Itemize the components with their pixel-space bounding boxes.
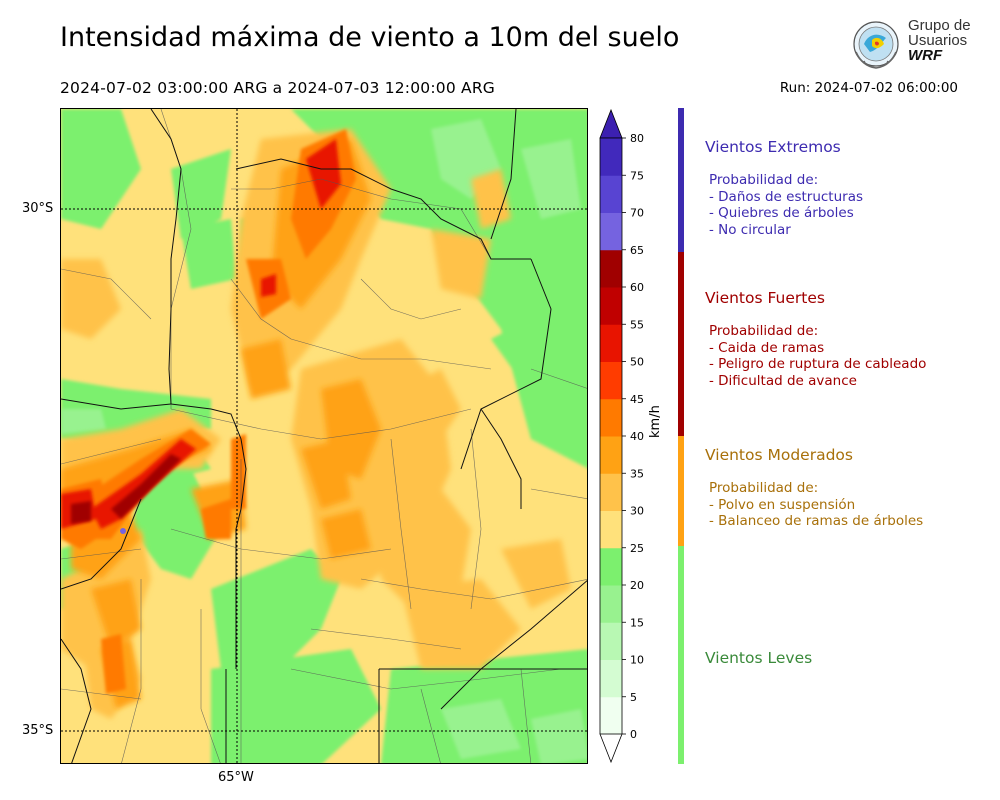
colorbar-scale: 0 5 10 15 20 25 30 35 40 45 50 55 60 65 70 75 80 [599,108,644,764]
colorbar-segment [600,398,622,437]
colorbar-segment [600,287,622,325]
colorbar-tick-label: 50 [630,356,644,369]
colorbar-tick-label: 25 [630,542,644,555]
colorbar-tick-label: 60 [630,281,644,294]
legend-bar-strong [678,252,684,436]
run-timestamp: Run: 2024-07-02 06:00:00 [779,80,958,96]
lat-label-35s: 35°S [22,723,54,738]
category-title: Vientos Extremos [705,138,841,156]
colorbar-tick-label: 35 [630,467,644,480]
category-title: Vientos Leves [705,649,813,667]
colorbar-segment [600,547,622,586]
colorbar-segment [600,510,622,549]
colorbar-segment [600,324,622,362]
category-strong: Vientos Fuertes Probabilidad de: - Caida… [705,289,926,389]
colorbar-segment [600,473,622,511]
category-light: Vientos Leves [705,649,812,667]
forecast-period: 2024-07-02 03:00:00 ARG a 2024-07-03 12:… [60,79,496,97]
legend-bar-extreme [678,108,684,252]
colorbar-tick-label: 70 [630,207,644,220]
colorbar-segment [600,175,622,213]
colorbar-segment [600,696,622,735]
colorbar-tick-label: 40 [630,430,644,443]
category-moderate: Vientos Moderados Probabilidad de: - Pol… [705,446,923,530]
lon-label-65w: 65°W [218,770,254,785]
wrf-logo: Grupo de Usuarios WRF [848,16,978,72]
colorbar-tick-label: 0 [630,728,637,741]
wind-map [60,108,588,764]
category-body: Probabilidad de: - Daños de estructuras … [709,172,864,238]
wind-field [61,109,587,763]
colorbar-segment [600,361,622,400]
map-title: Intensidad máxima de viento a 10m del su… [60,22,680,53]
category-body: Probabilidad de: - Caida de ramas - Peli… [709,323,927,389]
lat-label-30s: 30°S [22,201,54,216]
colorbar-tick-label: 65 [630,244,644,257]
colorbar-segment [600,622,622,660]
colorbar-tick-label: 15 [630,616,644,629]
colorbar-tick-label: 5 [630,691,637,704]
colorbar-segment [600,585,622,623]
colorbar-over-triangle [599,108,623,139]
globe-logo-icon [853,21,899,69]
colorbar-tick-label: 55 [630,318,644,331]
category-title: Vientos Fuertes [705,289,825,307]
colorbar-under-triangle [599,733,623,764]
colorbar-segment [600,436,622,474]
colorbar-segment [600,249,622,288]
colorbar-tick-label: 75 [630,169,644,182]
legend-bar-moderate [678,436,684,546]
colorbar-tick-label: 45 [630,393,644,406]
colorbar-segment [600,212,622,251]
category-body: Probabilidad de: - Polvo en suspensión -… [709,480,924,529]
colorbar-tick-label: 10 [630,654,644,667]
colorbar: 0 5 10 15 20 25 30 35 40 45 50 55 60 65 70 75 80 [598,108,678,768]
logo-text: Grupo de Usuarios WRF [908,17,971,64]
legend-bar-light [678,546,684,764]
colorbar-segment [600,138,622,176]
colorbar-tick-label: 30 [630,505,644,518]
category-title: Vientos Moderados [705,446,853,464]
colorbar-tick-label: 80 [630,132,644,145]
colorbar-segment [600,659,622,698]
colorbar-tick-label: 20 [630,579,644,592]
category-extreme: Vientos Extremos Probabilidad de: - Daño… [705,138,863,238]
colorbar-unit: km/h [648,405,663,438]
